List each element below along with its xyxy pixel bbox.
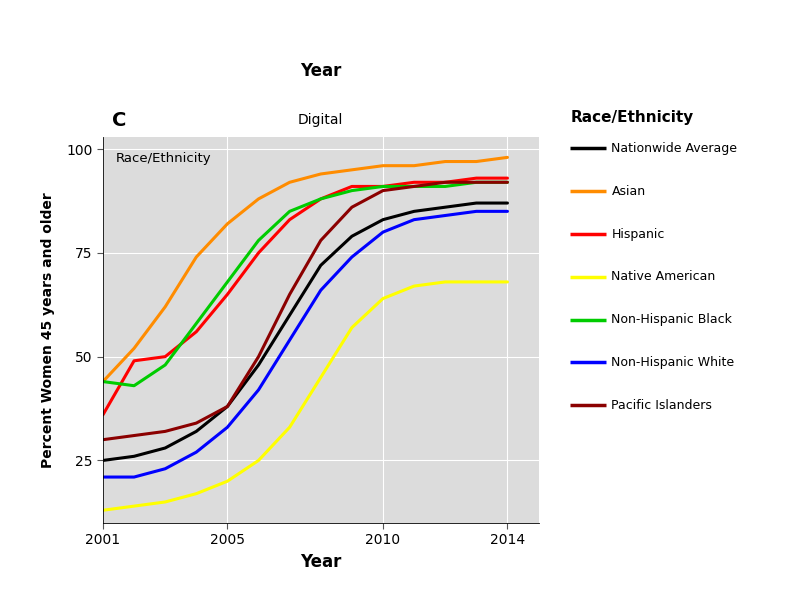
Text: Race/Ethnicity: Race/Ethnicity xyxy=(570,110,694,125)
Text: Hispanic: Hispanic xyxy=(611,228,664,241)
Y-axis label: Percent Women 45 years and older: Percent Women 45 years and older xyxy=(41,192,55,467)
Text: C: C xyxy=(112,111,126,129)
Text: Digital: Digital xyxy=(298,113,344,127)
Text: Race/Ethnicity: Race/Ethnicity xyxy=(116,152,211,165)
Text: Nationwide Average: Nationwide Average xyxy=(611,142,737,155)
Text: Asian: Asian xyxy=(611,185,645,198)
Text: Non-Hispanic White: Non-Hispanic White xyxy=(611,356,734,369)
Text: Pacific Islanders: Pacific Islanders xyxy=(611,399,712,412)
X-axis label: Year: Year xyxy=(300,552,341,571)
Text: Non-Hispanic Black: Non-Hispanic Black xyxy=(611,313,733,326)
Text: Native American: Native American xyxy=(611,270,716,283)
Text: Year: Year xyxy=(300,62,341,80)
